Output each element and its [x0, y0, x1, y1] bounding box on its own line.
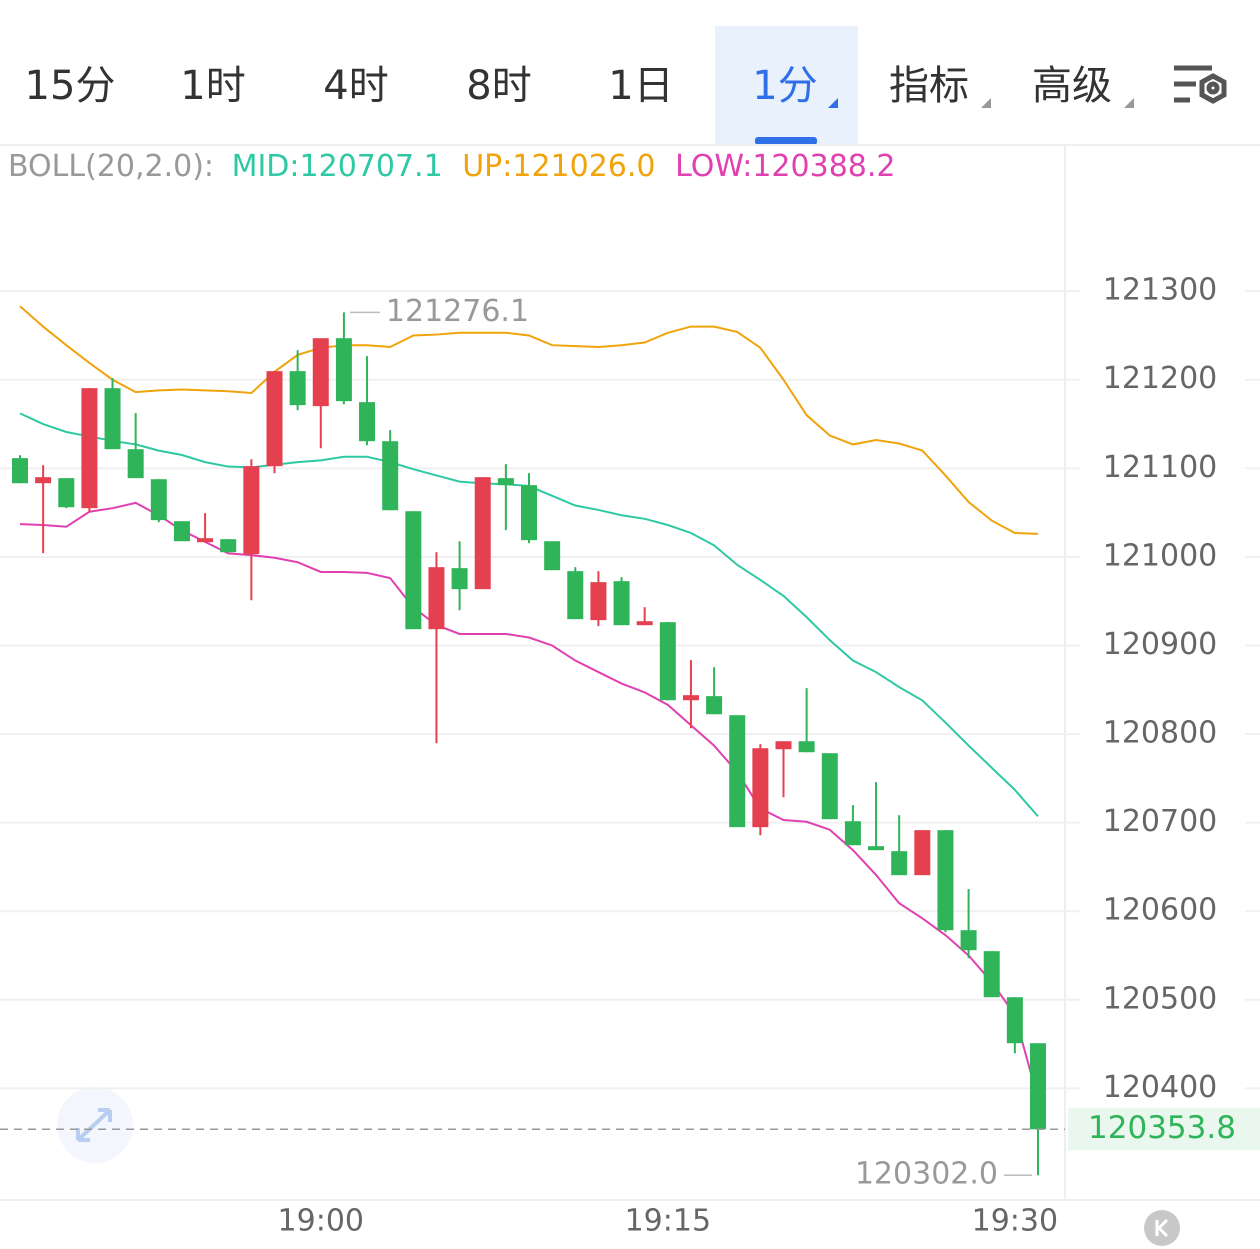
- candle-body: [58, 478, 75, 508]
- candle-body: [197, 538, 214, 543]
- candle-body: [173, 521, 190, 542]
- candle-body: [150, 479, 167, 521]
- y-tick-label: 121000: [1103, 538, 1218, 573]
- legend-entry: MID:120707.1: [232, 149, 443, 184]
- candle-body: [659, 622, 676, 701]
- candle-body: [636, 621, 653, 626]
- x-tick-label: 19:15: [625, 1204, 711, 1239]
- y-tick-label: 120400: [1103, 1070, 1218, 1105]
- high-label: 121276.1: [386, 294, 529, 329]
- y-tick-label: 121100: [1103, 450, 1218, 485]
- candle-body: [243, 466, 260, 555]
- x-tick-label: 19:00: [278, 1204, 364, 1239]
- candle-body: [474, 477, 491, 590]
- candle-body: [521, 485, 537, 541]
- candle-body: [428, 567, 445, 630]
- candle-body: [127, 449, 144, 479]
- candle-body: [81, 388, 98, 509]
- y-tick-label: 120700: [1103, 804, 1218, 839]
- tab[interactable]: 8时: [466, 63, 531, 109]
- candle-body: [12, 458, 28, 484]
- y-tick-label: 121300: [1103, 273, 1218, 308]
- last-price-box: [1068, 1108, 1260, 1151]
- legend-entry: UP:121026.0: [462, 149, 655, 184]
- candle-body: [544, 541, 561, 571]
- candle-body: [706, 696, 723, 715]
- candle-body: [405, 511, 422, 630]
- tab[interactable]: 1日: [608, 63, 673, 109]
- candle-body: [844, 821, 861, 846]
- indicator-legend: BOLL(20,2.0): MID:120707.1 UP:121026.0 L…: [8, 149, 896, 184]
- candle-body: [266, 371, 283, 467]
- tab[interactable]: 1时: [180, 63, 245, 109]
- candle-body: [1006, 997, 1023, 1044]
- candle-body: [937, 830, 954, 931]
- x-tick-label: 19:30: [972, 1204, 1058, 1239]
- candle-body: [752, 748, 769, 828]
- candle-body: [821, 753, 838, 820]
- active-tab-indicator: [755, 137, 817, 145]
- candle-body: [960, 930, 977, 951]
- last-price-label: 120353.8: [1088, 1110, 1236, 1146]
- y-tick-label: 120800: [1103, 716, 1218, 751]
- expand-button[interactable]: [57, 1087, 133, 1163]
- candle-body: [682, 695, 699, 701]
- candle-body: [891, 851, 908, 876]
- candle-body: [220, 539, 237, 553]
- legend-title: BOLL(20,2.0):: [8, 149, 214, 184]
- candle-body: [1030, 1043, 1046, 1130]
- candle-body: [497, 478, 514, 486]
- y-tick-label: 120600: [1103, 893, 1218, 928]
- candle-body: [983, 951, 1000, 998]
- k-button[interactable]: [1144, 1210, 1180, 1246]
- candle-body: [35, 477, 52, 484]
- candle-body: [798, 741, 815, 753]
- candle-body: [567, 571, 584, 620]
- settings-icon[interactable]: [1174, 65, 1227, 104]
- candle-body: [590, 582, 607, 621]
- tab[interactable]: 1分: [752, 63, 817, 109]
- tab[interactable]: 4时: [323, 63, 388, 109]
- candle-body: [335, 338, 352, 402]
- boll-line: [19, 305, 1039, 535]
- legend-entry: LOW:120388.2: [675, 149, 895, 184]
- tab[interactable]: 指标: [889, 63, 969, 109]
- candle-body: [868, 846, 885, 851]
- candle-body: [289, 371, 306, 406]
- tab[interactable]: 高级: [1032, 63, 1112, 109]
- y-tick-label: 120500: [1103, 981, 1218, 1016]
- candle-body: [451, 568, 468, 590]
- candle-body: [729, 715, 746, 828]
- y-tick-label: 121200: [1103, 361, 1218, 396]
- candle-body: [914, 830, 931, 876]
- low-label: 120302.0: [855, 1157, 998, 1192]
- candle-body: [104, 388, 121, 450]
- candle-body: [312, 338, 329, 407]
- active-tab-bg: [715, 26, 858, 145]
- candle-body: [382, 441, 399, 511]
- candle-body: [775, 741, 792, 750]
- dropdown-triangle: [981, 98, 991, 108]
- candle-body: [613, 581, 630, 626]
- candle-body: [359, 402, 376, 442]
- tab[interactable]: 15分: [25, 63, 116, 109]
- y-tick-label: 120900: [1103, 627, 1218, 662]
- dropdown-triangle: [828, 98, 838, 108]
- dropdown-triangle: [1124, 98, 1134, 108]
